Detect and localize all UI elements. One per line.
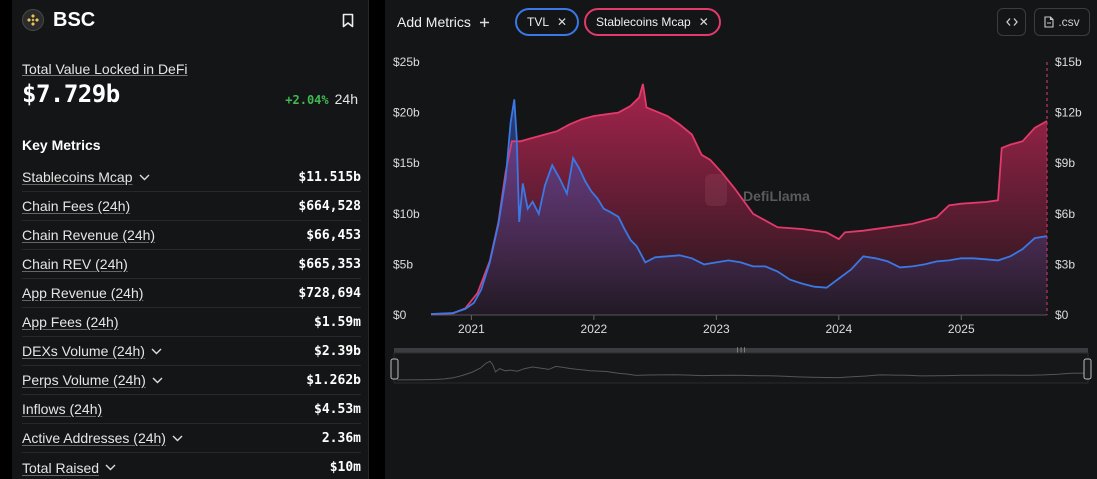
y-left-tick: $10b (393, 207, 420, 221)
metric-label[interactable]: Chain Revenue (24h) (22, 227, 156, 243)
csv-label: .csv (1058, 15, 1080, 29)
brush-mini-line (396, 360, 1086, 381)
metric-value: $4.53m (314, 401, 361, 417)
y-left-tick: $25b (393, 55, 420, 69)
chain-header: BSC (12, 0, 368, 40)
chart-toolbar: Add Metrics TVL ✕ Stablecoins Mcap ✕ .cs… (385, 8, 1097, 36)
metric-chip-stablecoins[interactable]: Stablecoins Mcap ✕ (584, 8, 721, 36)
metric-chip-tvl[interactable]: TVL ✕ (515, 8, 580, 36)
metric-value: $11.515b (298, 169, 361, 185)
tvl-label[interactable]: Total Value Locked in DeFi (22, 61, 188, 77)
brush-area (393, 352, 1089, 384)
add-metrics-label: Add Metrics (397, 14, 471, 30)
metric-label[interactable]: Perps Volume (24h) (22, 372, 146, 388)
x-tick-label: 2023 (703, 322, 730, 336)
brush-grip-icon: ||| (736, 347, 747, 354)
x-tick-label: 2025 (948, 322, 975, 336)
code-icon (1005, 17, 1018, 27)
chevron-down-icon[interactable] (151, 345, 163, 357)
plus-icon (479, 17, 490, 28)
x-tick-label: 2021 (458, 322, 485, 336)
metric-label[interactable]: App Revenue (24h) (22, 285, 144, 301)
tvl-change-percent: +2.04% (285, 93, 329, 107)
metric-label[interactable]: Active Addresses (24h) (22, 430, 166, 446)
metric-value: $66,453 (306, 227, 361, 243)
x-tick-label: 2022 (581, 322, 608, 336)
stablecoins-line (430, 83, 1048, 316)
brush-handle-bar (394, 348, 1088, 353)
close-icon[interactable]: ✕ (698, 15, 709, 29)
key-metrics-list: Stablecoins Mcap $11.515b Chain Fees (24h)… (22, 163, 361, 479)
key-metrics-title: Key Metrics (22, 137, 101, 153)
y-right-tick: $9b (1055, 156, 1075, 170)
y-right-tick: $6b (1055, 207, 1075, 221)
y-left-tick: $0 (393, 308, 407, 322)
close-icon[interactable]: ✕ (557, 15, 568, 29)
brush-right-handle[interactable] (1083, 358, 1092, 380)
metric-label[interactable]: Inflows (24h) (22, 401, 103, 417)
chain-overview-panel: BSC Total Value Locked in DeFi $7.729b +… (12, 0, 369, 479)
chain-name: BSC (53, 8, 96, 31)
metric-value: $2.39b (314, 343, 361, 359)
chevron-down-icon[interactable] (105, 462, 117, 474)
watermark: DefiLlama (743, 188, 810, 204)
metric-label[interactable]: App Fees (24h) (22, 314, 119, 330)
embed-code-button[interactable] (997, 8, 1026, 36)
chip-label: TVL (527, 15, 550, 29)
chevron-down-icon[interactable] (172, 432, 184, 444)
metric-value: $664,528 (298, 198, 361, 214)
metric-row: Stablecoins Mcap $11.515b (22, 163, 361, 192)
metric-row: Chain Fees (24h) $664,528 (22, 192, 361, 221)
metric-row: Total Raised $10m (22, 453, 361, 479)
y-right-tick: $15b (1055, 55, 1082, 69)
metric-row: App Fees (24h) $1.59m (22, 308, 361, 337)
metric-row: DEXs Volume (24h) $2.39b (22, 337, 361, 366)
metric-label[interactable]: Stablecoins Mcap (22, 169, 133, 185)
metric-label[interactable]: DEXs Volume (24h) (22, 343, 145, 359)
file-icon (1044, 16, 1054, 28)
tvl-change-period: 24h (334, 91, 358, 107)
y-left-tick: $15b (393, 156, 420, 170)
metric-row: Perps Volume (24h) $1.262b (22, 366, 361, 395)
tvl-area (431, 99, 1047, 316)
metric-value: $665,353 (298, 256, 361, 272)
download-csv-button[interactable]: .csv (1034, 8, 1090, 36)
y-left-tick: $5b (393, 257, 413, 271)
chart-panel: Add Metrics TVL ✕ Stablecoins Mcap ✕ .cs… (385, 0, 1097, 479)
metric-row: Active Addresses (24h) 2.36m (22, 424, 361, 453)
y-left-tick: $20b (393, 106, 420, 120)
chip-label: Stablecoins Mcap (596, 15, 691, 29)
metric-value: $1.59m (314, 314, 361, 330)
metric-row: Chain REV (24h) $665,353 (22, 250, 361, 279)
y-right-tick: $12b (1055, 106, 1082, 120)
tvl-line (430, 99, 1048, 315)
tvl-change: +2.04% 24h (285, 91, 358, 107)
chevron-down-icon[interactable] (152, 374, 164, 386)
metric-label[interactable]: Chain REV (24h) (22, 256, 128, 272)
metric-row: Chain Revenue (24h) $66,453 (22, 221, 361, 250)
metric-value: $10m (329, 460, 361, 475)
metric-label[interactable]: Chain Fees (24h) (22, 198, 131, 214)
y-right-tick: $0 (1055, 308, 1069, 322)
x-tick-label: 2024 (825, 322, 852, 336)
metric-row: Inflows (24h) $4.53m (22, 395, 361, 424)
bnb-logo-icon (22, 9, 44, 31)
metric-row: App Revenue (24h) $728,694 (22, 279, 361, 308)
tvl-stablecoins-chart[interactable]: DefiLlama $0 $5b $10b $15b $20b $25b $0 $3b $6b $9… (385, 48, 1097, 394)
metric-value: $728,694 (298, 285, 361, 301)
chevron-down-icon[interactable] (139, 171, 151, 183)
add-metrics-button[interactable]: Add Metrics (393, 8, 494, 36)
tvl-value: $7.729b (22, 80, 120, 108)
bookmark-icon[interactable] (338, 10, 358, 30)
metric-label[interactable]: Total Raised (22, 459, 100, 476)
metric-value: 2.36m (321, 430, 361, 446)
brush-left-handle[interactable] (390, 358, 399, 380)
y-right-tick: $3b (1055, 257, 1075, 271)
metric-value: $1.262b (306, 372, 361, 388)
